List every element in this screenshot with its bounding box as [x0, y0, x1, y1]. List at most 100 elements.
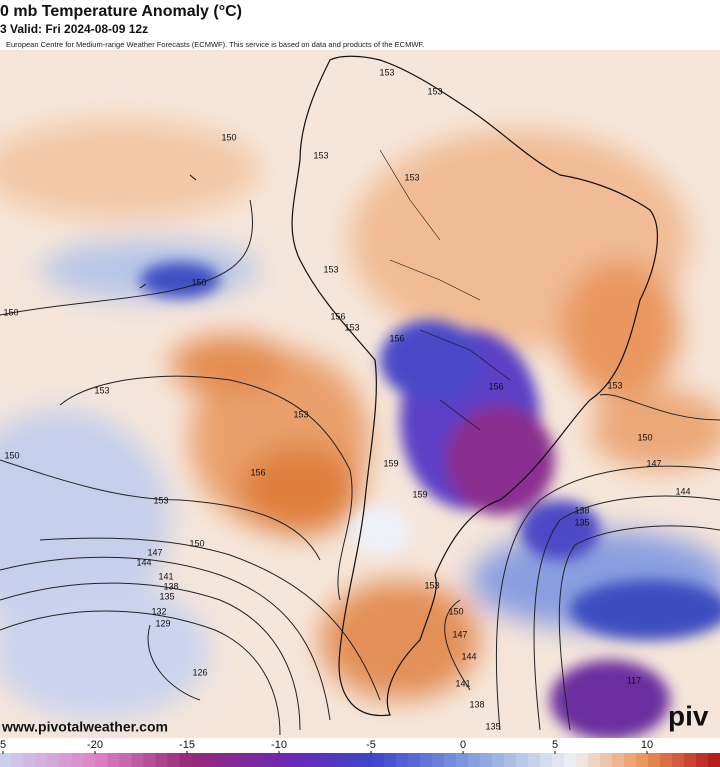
colorbar-swatch: [467, 753, 481, 767]
colorbar-swatch: [47, 753, 60, 767]
contour-label: 150: [448, 606, 463, 616]
contour-label: 153: [344, 322, 359, 332]
coastlines: [139, 55, 658, 717]
contour-label: 156: [250, 467, 265, 477]
colorbar-swatch: [407, 753, 421, 767]
contour-label: 153: [153, 495, 168, 505]
contour-label: 153: [293, 409, 308, 419]
colorbar-swatch: [35, 753, 48, 767]
contour-label: 153: [313, 150, 328, 160]
colorbar-swatch: [623, 753, 637, 767]
colorbar-tick-label: 5: [552, 739, 558, 751]
colorbar-tick-label: -15: [179, 739, 195, 751]
contour-label: 117: [627, 675, 641, 685]
colorbar-swatch: [299, 753, 313, 767]
contour-label: 144: [461, 651, 476, 661]
colorbar-swatch: [119, 753, 132, 767]
colorbar-swatch: [683, 753, 697, 767]
colorbar-swatch: [491, 753, 505, 767]
colorbar-swatch: [71, 753, 84, 767]
contour-label: 144: [136, 557, 151, 567]
contour-label: 153: [607, 380, 622, 390]
contour-label: 147: [147, 547, 162, 557]
colorbar-swatch: [83, 753, 96, 767]
contour-label: 150: [189, 538, 204, 548]
subtitle: 3 Valid: Fri 2024-08-09 12z: [0, 22, 148, 36]
colorbar-swatch: [143, 753, 156, 767]
contour-label: 129: [155, 618, 170, 628]
colorbar-swatch: [131, 753, 144, 767]
colorbar-swatch: [503, 753, 517, 767]
contour-label: 135: [485, 721, 500, 731]
contour-label: 153: [323, 264, 338, 274]
colorbar-swatch: [707, 753, 720, 767]
colorbar-swatch: [275, 753, 289, 767]
colorbar-tick-label: 10: [641, 739, 653, 751]
colorbar-swatch: [203, 753, 217, 767]
contour-label: 147: [646, 458, 661, 468]
colorbar-swatch: [551, 753, 565, 767]
colorbar-swatch: [455, 753, 469, 767]
colorbar-swatch: [167, 753, 180, 767]
contour-label: 135: [159, 591, 174, 601]
colorbar-swatch: [647, 753, 661, 767]
colorbar-tick-label: -20: [87, 739, 103, 751]
colorbar-swatch: [659, 753, 673, 767]
contour-label: 141: [158, 571, 173, 581]
contour-label: 138: [163, 581, 178, 591]
contour-label: 156: [330, 311, 345, 321]
contour-label: 147: [452, 629, 467, 639]
contour-label: 153: [404, 172, 419, 182]
colorbar-swatch: [611, 753, 625, 767]
colorbar-swatch: [59, 753, 72, 767]
anomaly-field: [0, 40, 720, 740]
contour-label: 132: [151, 606, 166, 616]
colorbar-swatch: [251, 753, 265, 767]
contour-label: 150: [3, 307, 18, 317]
colorbar-swatch: [191, 753, 205, 767]
colorbar-swatch: [599, 753, 613, 767]
contour-label: 156: [389, 333, 404, 343]
colorbar-tick-label: -10: [271, 739, 287, 751]
title: 0 mb Temperature Anomaly (°C): [0, 3, 242, 20]
colorbar-swatch: [563, 753, 577, 767]
colorbar-swatch: [383, 753, 397, 767]
header-bg: [0, 0, 720, 50]
watermark: www.pivotalweather.com: [1, 719, 168, 735]
contour-label: 153: [427, 86, 442, 96]
colorbar-swatch: [479, 753, 493, 767]
colorbar-swatch: [515, 753, 529, 767]
colorbar-swatch: [395, 753, 409, 767]
colorbar: 5 -20 -15 -10 -5 0 5 10: [0, 739, 720, 767]
colorbar-swatch: [179, 753, 193, 767]
colorbar-swatch: [635, 753, 649, 767]
credit: European Centre for Medium-range Weather…: [6, 40, 424, 49]
colorbar-swatch: [239, 753, 253, 767]
contour-label: 156: [488, 381, 503, 391]
colorbar-swatch: [335, 753, 349, 767]
colorbar-swatch: [95, 753, 108, 767]
colorbar-tick-label: -5: [366, 739, 376, 751]
colorbar-swatch: [23, 753, 36, 767]
contour-label: 141: [455, 678, 470, 688]
colorbar-swatch: [11, 753, 24, 767]
colorbar-swatch: [263, 753, 277, 767]
colorbar-swatch: [215, 753, 229, 767]
colorbar-swatch: [539, 753, 553, 767]
colorbar-swatch: [311, 753, 325, 767]
contour-label: 153: [424, 580, 439, 590]
colorbar-swatch: [347, 753, 361, 767]
colorbar-swatch: [671, 753, 685, 767]
contour-label: 150: [221, 132, 236, 142]
contour-label: 150: [191, 277, 206, 287]
colorbar-tick-label: 0: [460, 739, 466, 751]
colorbar-tick-label: 5: [0, 739, 6, 751]
colorbar-swatch: [419, 753, 433, 767]
contour-label: 150: [637, 432, 652, 442]
colorbar-swatch: [323, 753, 337, 767]
colorbar-swatch: [431, 753, 445, 767]
colorbar-swatch: [107, 753, 120, 767]
colorbar-swatch: [527, 753, 541, 767]
